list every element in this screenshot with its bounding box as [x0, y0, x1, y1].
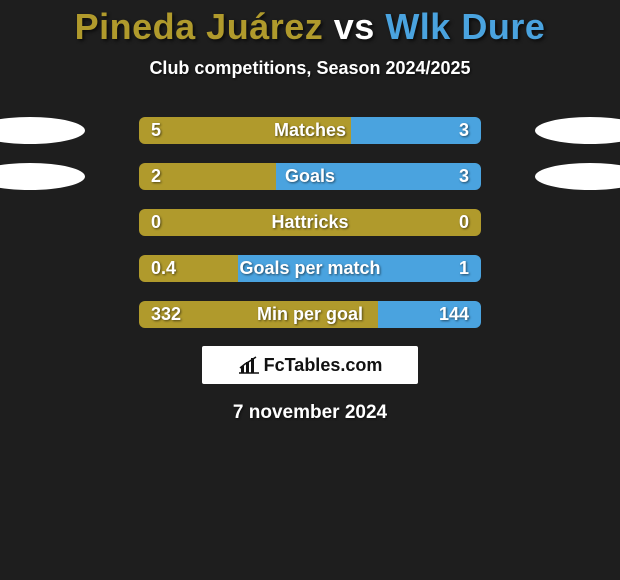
stats-rows: 53Matches23Goals00Hattricks0.41Goals per… — [0, 117, 620, 328]
stat-bar-left-segment — [139, 117, 351, 144]
title-vs: vs — [334, 6, 375, 47]
stat-right-value: 3 — [459, 117, 469, 144]
stat-row: 0.41Goals per match — [20, 255, 600, 282]
stat-row: 23Goals — [20, 163, 600, 190]
comparison-infographic: Pineda Juárez vs Wlk Dure Club competiti… — [0, 0, 620, 580]
stat-bar: 53Matches — [139, 117, 481, 144]
title-player1: Pineda Juárez — [75, 6, 324, 47]
stat-right-value: 0 — [459, 209, 469, 236]
subtitle: Club competitions, Season 2024/2025 — [0, 58, 620, 79]
stat-left-value: 0 — [151, 209, 161, 236]
stat-row: 00Hattricks — [20, 209, 600, 236]
stat-right-value: 3 — [459, 163, 469, 190]
stat-row: 332144Min per goal — [20, 301, 600, 328]
stat-bar: 0.41Goals per match — [139, 255, 481, 282]
player1-marker-ellipse — [0, 117, 85, 144]
stat-bar-right-segment — [238, 255, 481, 282]
stat-bar-left-segment — [139, 209, 481, 236]
player2-marker-ellipse — [535, 163, 620, 190]
stat-row: 53Matches — [20, 117, 600, 144]
stat-right-value: 1 — [459, 255, 469, 282]
stat-left-value: 0.4 — [151, 255, 176, 282]
page-title: Pineda Juárez vs Wlk Dure — [0, 0, 620, 48]
stat-right-value: 144 — [439, 301, 469, 328]
title-player2: Wlk Dure — [385, 6, 545, 47]
stat-left-value: 5 — [151, 117, 161, 144]
stat-left-value: 332 — [151, 301, 181, 328]
stat-bar: 23Goals — [139, 163, 481, 190]
player2-marker-ellipse — [535, 117, 620, 144]
bar-chart-icon — [238, 356, 260, 374]
stat-left-value: 2 — [151, 163, 161, 190]
stat-bar: 332144Min per goal — [139, 301, 481, 328]
stat-bar-right-segment — [276, 163, 481, 190]
player1-marker-ellipse — [0, 163, 85, 190]
attribution-text: FcTables.com — [264, 355, 383, 376]
attribution-badge: FcTables.com — [202, 346, 418, 384]
date-label: 7 november 2024 — [0, 402, 620, 424]
stat-bar: 00Hattricks — [139, 209, 481, 236]
